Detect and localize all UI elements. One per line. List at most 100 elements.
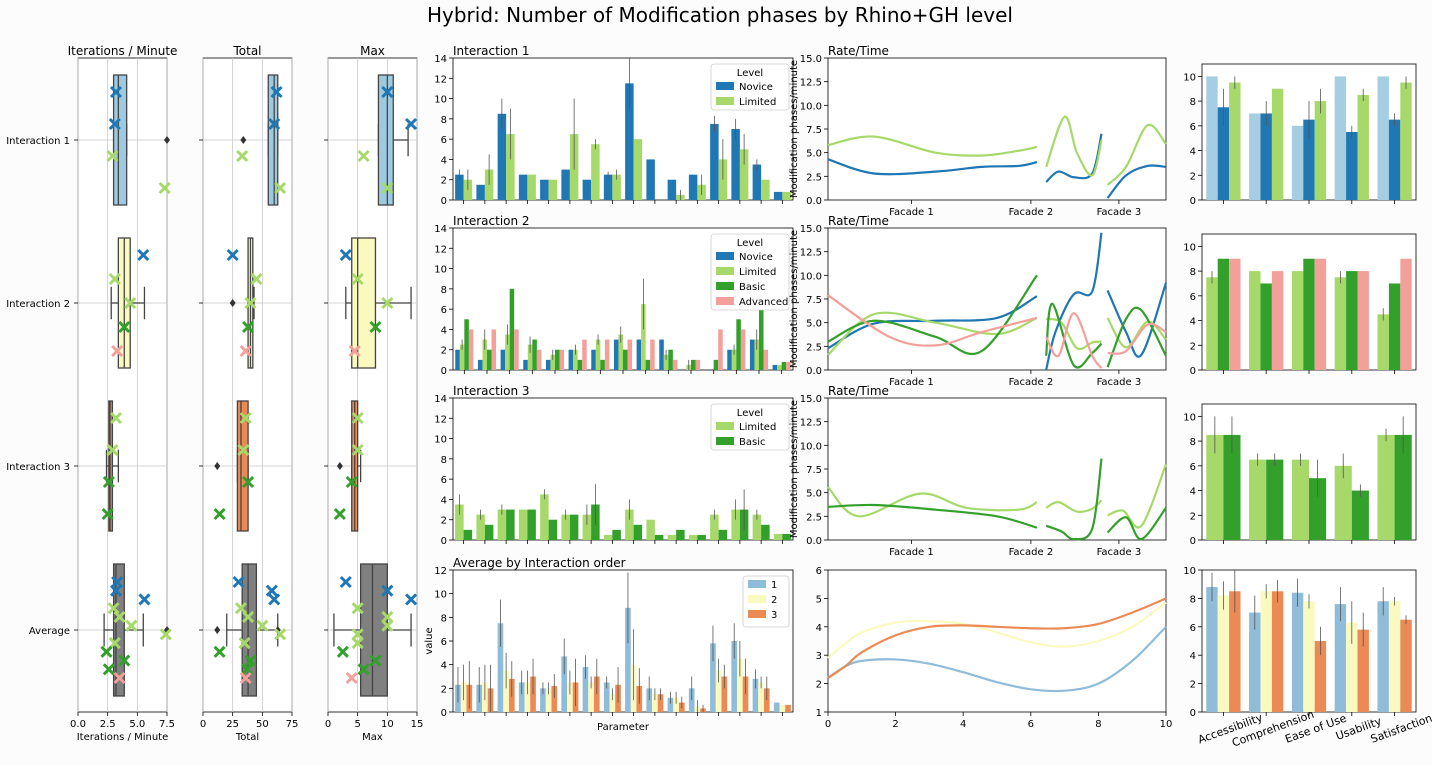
- bar: [1334, 76, 1347, 200]
- y-tick-label: 7.5: [806, 125, 822, 136]
- bar: [736, 319, 741, 370]
- bar: [609, 694, 616, 712]
- bar: [645, 359, 651, 370]
- bar: [1260, 283, 1272, 370]
- y-tick-label: 0: [441, 536, 447, 547]
- bar: [1314, 101, 1327, 200]
- y-tick-label: 8: [441, 455, 447, 466]
- bar: [676, 529, 685, 540]
- y-tick-label: 6: [1190, 292, 1196, 303]
- bar: [573, 349, 578, 370]
- y-tick-label: 12.5: [800, 78, 822, 89]
- bar: [561, 169, 570, 200]
- facade-label: Facade 2: [1009, 377, 1054, 388]
- bar: [697, 534, 706, 540]
- bar: [536, 349, 542, 370]
- bar: [1334, 277, 1347, 370]
- y-tick-label: 8: [441, 285, 447, 296]
- y-tick-label: 4: [816, 623, 822, 634]
- scatter-point: [226, 248, 239, 262]
- facade-label: Facade 1: [889, 207, 934, 218]
- bar: [1346, 132, 1358, 200]
- y-tick-label: 0: [1190, 708, 1196, 719]
- bar-panel-title: Interaction 1: [453, 44, 530, 58]
- y-tick-label: 10: [1183, 566, 1196, 577]
- bar: [582, 514, 592, 540]
- bar: [646, 519, 655, 540]
- scatter-point: [351, 602, 364, 615]
- bar: [727, 349, 732, 370]
- y-tick-label: 10: [1183, 242, 1196, 253]
- y-tick-label: 8: [1190, 267, 1196, 278]
- order-line: [827, 597, 1167, 679]
- bar: [749, 339, 755, 370]
- scatter-point: [405, 593, 418, 606]
- bar: [569, 514, 579, 540]
- bar: [1377, 76, 1389, 200]
- scatter-point: [113, 610, 126, 623]
- bar: [1217, 258, 1230, 370]
- rate-line: [827, 295, 1038, 350]
- box: [377, 74, 394, 206]
- bar: [591, 144, 600, 200]
- bar: [657, 694, 664, 712]
- bar: [532, 339, 537, 370]
- bar: [625, 83, 634, 200]
- bar: [1266, 459, 1284, 540]
- bar: [1357, 271, 1369, 370]
- outlier: [240, 136, 247, 144]
- y-tick-label: 6: [1190, 122, 1196, 133]
- scatter-point: [100, 645, 113, 658]
- bar: [582, 667, 589, 712]
- legend-title: Level: [737, 68, 763, 79]
- bar: [518, 682, 525, 712]
- scatter-point: [381, 296, 394, 310]
- bar: [540, 494, 549, 540]
- rate-line: [1045, 302, 1103, 369]
- bar: [613, 339, 619, 370]
- bar: [550, 354, 555, 370]
- y-tick-label: 12: [434, 566, 447, 577]
- scatter-point: [137, 248, 150, 262]
- facade-label: Facade 1: [889, 547, 934, 558]
- y-tick-label: 2.5: [806, 512, 822, 523]
- y-tick-label: 2: [1190, 680, 1196, 691]
- bar-panel-title: Interaction 2: [453, 214, 530, 228]
- scatter-point: [381, 584, 394, 597]
- scatter-point: [109, 584, 123, 597]
- scatter-point: [108, 117, 121, 131]
- bar: [548, 179, 558, 200]
- bar: [523, 359, 528, 370]
- y-tick-label: 8: [441, 115, 447, 126]
- scatter-point: [239, 344, 252, 358]
- facade-label: Facade 2: [1009, 547, 1054, 558]
- y-tick-label: 12: [434, 74, 447, 85]
- rate-line: [827, 294, 1038, 347]
- x-axis-label: Max: [362, 732, 383, 743]
- rate-panel-frame: [827, 397, 1167, 541]
- legend-swatch: [716, 422, 734, 430]
- bar: [1260, 591, 1272, 712]
- bar: [514, 329, 519, 370]
- bar: [673, 697, 679, 712]
- scatter-point: [237, 443, 250, 457]
- y-tick-label: 0.0: [806, 366, 822, 377]
- rate-panel-title: Rate/Time: [828, 44, 889, 58]
- rate-panel-frame: [827, 227, 1167, 371]
- bar: [567, 682, 573, 712]
- y-tick-label: 5: [816, 594, 822, 605]
- bar: [1377, 314, 1389, 370]
- bar: [773, 533, 783, 540]
- bar: [618, 334, 623, 370]
- scatter-point: [339, 248, 352, 262]
- scatter-point: [124, 296, 137, 310]
- x-tick-label: 50: [256, 719, 269, 730]
- figure-title: Hybrid: Number of Modification phases by…: [427, 3, 1013, 27]
- scatter-point: [351, 272, 364, 286]
- bar: [477, 359, 483, 370]
- y-axis-label: Modification phases/minute: [789, 60, 800, 198]
- scatter-point: [333, 507, 346, 521]
- y-tick-label: 5.0: [806, 149, 822, 160]
- bar: [763, 349, 769, 370]
- bar: [761, 179, 770, 200]
